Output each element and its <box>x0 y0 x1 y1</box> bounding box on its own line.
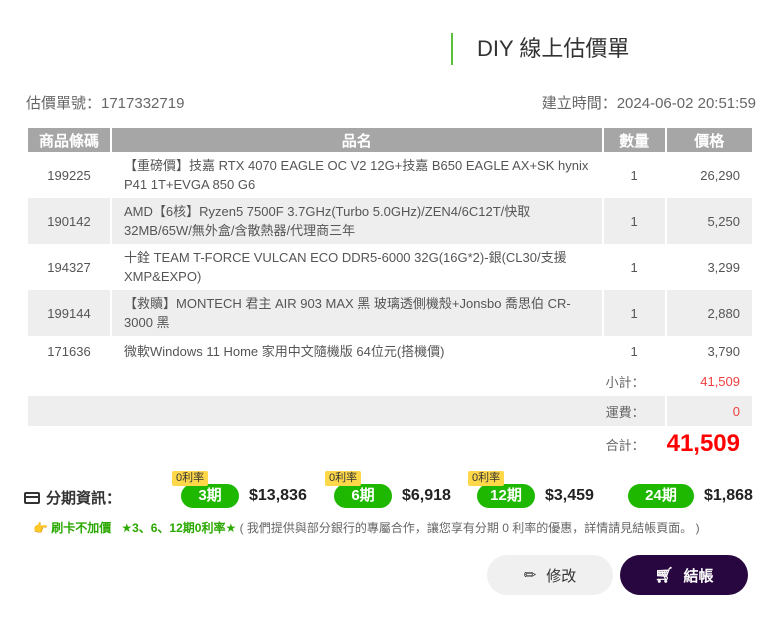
product-name: AMD【6核】Ryzen5 7500F 3.7GHz(Turbo 5.0GHz)… <box>112 198 602 244</box>
shipping-row: 運費： 0 <box>28 396 752 426</box>
pointing-hand-icon: 👉 <box>33 521 48 535</box>
table-row: 194327 十銓 TEAM T-FORCE VULCAN ECO DDR5-60… <box>28 244 752 290</box>
plan-12: 0利率 12期 $3,459 <box>468 471 594 508</box>
checkout-button[interactable]: 🛒︎ 結帳 <box>620 555 748 595</box>
edit-button[interactable]: ✏ 修改 <box>487 555 613 595</box>
price: 2,880 <box>666 290 752 336</box>
plan-amount: $3,459 <box>545 487 594 504</box>
product-name: 十銓 TEAM T-FORCE VULCAN ECO DDR5-6000 32G… <box>124 250 567 284</box>
product-name: 微軟Windows 11 Home 家用中文隨機版 64位元(搭機價) <box>124 343 445 359</box>
price: 26,290 <box>700 167 740 183</box>
subtotal-label: 小計： <box>605 374 645 390</box>
code: 199144 <box>28 290 110 336</box>
plan-6: 0利率 6期 $6,918 <box>325 471 451 508</box>
qty: 1 <box>630 259 638 275</box>
code: 194327 <box>47 259 91 275</box>
subtotal-value: 41,509 <box>700 373 740 389</box>
code: 190142 <box>28 198 110 244</box>
plan-amount: $13,836 <box>249 487 307 504</box>
term-pill: 0利率 3期 <box>172 471 239 508</box>
product-name: 【重磅價】技嘉 RTX 4070 EAGLE OC V2 12G+技嘉 B650… <box>124 158 589 192</box>
col-name: 品名 <box>112 128 602 152</box>
price: 3,299 <box>707 259 740 275</box>
total-label: 合計： <box>605 437 645 453</box>
table-row: 190142 AMD【6核】Ryzen5 7500F 3.7GHz(Turbo 5… <box>28 198 752 244</box>
term-pill: 24期 <box>628 484 694 508</box>
qty: 1 <box>630 343 638 359</box>
total-row: 合計： 41,509 <box>28 426 752 462</box>
pencil-icon: ✏ <box>523 567 537 584</box>
price: 5,250 <box>666 198 752 244</box>
zero-interest-badge: 0利率 <box>325 471 362 486</box>
code: 171636 <box>47 343 91 359</box>
product-name: 【救贖】MONTECH 君主 AIR 903 MAX 黑 玻璃透側機殼+Jons… <box>112 290 602 336</box>
plan-3: 0利率 3期 $13,836 <box>172 471 307 508</box>
plan-amount: $1,868 <box>704 487 753 504</box>
term-pill: 0利率 6期 <box>325 471 392 508</box>
zero-interest-badge: 0利率 <box>468 471 505 486</box>
credit-card-icon <box>24 491 40 504</box>
plan-amount: $6,918 <box>402 487 451 504</box>
promo-note: 👉 刷卡不加價 ★3、6、12期0利率★ ( 我們提供與部分銀行的專屬合作，讓您… <box>33 519 700 536</box>
quote-number: 估價單號：1717332719 <box>26 95 185 112</box>
no-surcharge: 刷卡不加價 <box>51 521 112 535</box>
col-code: 商品條碼 <box>28 128 110 152</box>
plan-24: 24期 $1,868 <box>628 484 753 508</box>
page-title: DIY 線上估價單 <box>451 33 629 65</box>
price: 3,790 <box>707 343 740 359</box>
cart-icon: 🛒︎ <box>654 567 674 584</box>
installment-info: 分期資訊： 0利率 3期 $13,836 0利率 6期 $6,918 0利率 12期 $3,… <box>24 471 764 510</box>
qty: 1 <box>630 167 638 183</box>
installment-label: 分期資訊： <box>46 490 122 507</box>
created-time: 建立時間：2024-06-02 20:51:59 <box>541 95 756 112</box>
note-text: ( 我們提供與部分銀行的專屬合作，讓您享有分期 0 利率的優惠，詳情請見結帳頁面… <box>239 521 700 535</box>
col-price: 價格 <box>666 128 752 152</box>
subtotal-row: 小計： 41,509 <box>28 366 752 396</box>
shipping-label: 運費： <box>28 396 665 426</box>
table-row: 199225 【重磅價】技嘉 RTX 4070 EAGLE OC V2 12G+技… <box>28 152 752 198</box>
qty: 1 <box>603 198 665 244</box>
col-qty: 數量 <box>603 128 665 152</box>
qty: 1 <box>603 290 665 336</box>
zero-interest-note: ★3、6、12期0利率★ <box>121 521 237 535</box>
table-row: 199144 【救贖】MONTECH 君主 AIR 903 MAX 黑 玻璃透側機… <box>28 290 752 336</box>
table-row: 171636 微軟Windows 11 Home 家用中文隨機版 64位元(搭機價… <box>28 336 752 366</box>
quote-table: 商品條碼 品名 數量 價格 199225 【重磅價】技嘉 RTX 4070 EAG… <box>26 128 754 462</box>
shipping-value: 0 <box>666 396 752 426</box>
code: 199225 <box>47 167 91 183</box>
zero-interest-badge: 0利率 <box>172 471 209 486</box>
total-value: 41,509 <box>666 430 740 457</box>
table-header: 商品條碼 品名 數量 價格 <box>28 128 752 152</box>
term-pill: 0利率 12期 <box>468 471 535 508</box>
